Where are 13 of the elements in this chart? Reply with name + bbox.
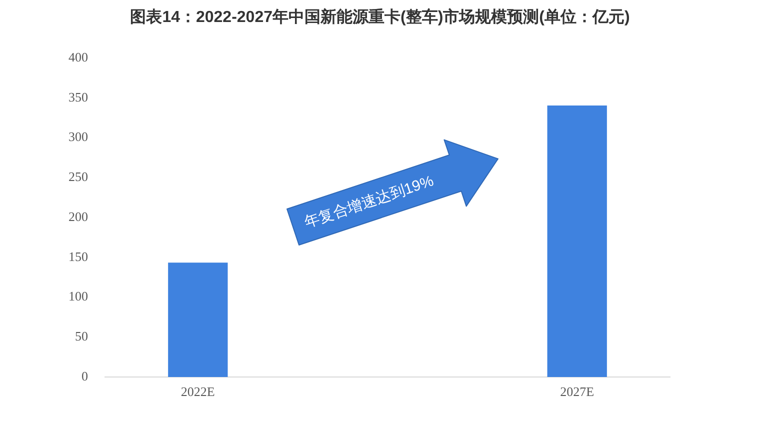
y-tick-label: 300 bbox=[68, 129, 88, 144]
annotation: 年复合增速达到19% bbox=[302, 172, 436, 232]
x-tick-label: 2027E bbox=[560, 384, 594, 400]
x-tick-label: 2022E bbox=[180, 384, 215, 400]
y-tick-label: 250 bbox=[68, 169, 88, 184]
y-tick-label: 400 bbox=[68, 49, 88, 64]
y-tick-label: 150 bbox=[68, 248, 88, 264]
y-tick-label: 0 bbox=[82, 368, 88, 384]
y-tick-label: 350 bbox=[68, 89, 88, 104]
y-tick-label: 200 bbox=[68, 208, 88, 224]
chart-title: 图表14：2022-2027年中国新能源重卡(整车)市场规模预测(单位：亿元) bbox=[129, 7, 631, 28]
y-tick-label: 50 bbox=[75, 328, 88, 344]
y-tick-label: 100 bbox=[68, 288, 88, 304]
